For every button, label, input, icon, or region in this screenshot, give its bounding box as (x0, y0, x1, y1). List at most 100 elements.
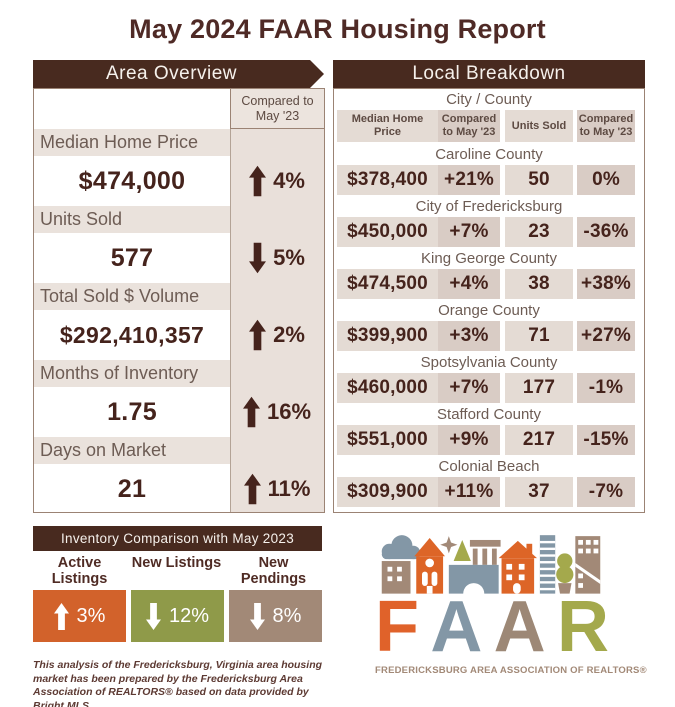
units-change-cell: +27% (577, 321, 635, 351)
county-name: Colonial Beach (438, 458, 540, 475)
metric-label-row: Units Sold (34, 206, 324, 233)
metric-change: 16% (230, 387, 324, 437)
price-change-cell: +11% (438, 477, 500, 507)
price-change-cell: +9% (438, 425, 500, 455)
table-row: $399,900 +3% 71 +27% (334, 321, 644, 351)
table-row: $378,400 +21% 50 0% (334, 165, 644, 195)
inventory-item-label: New Listings (131, 555, 222, 571)
county-name: Caroline County (435, 146, 543, 163)
faar-letter: A (430, 587, 482, 667)
metric-value-row: $474,000 4% (34, 156, 324, 206)
area-overview-panel: Compared to May '23 Median Home Price $4… (33, 88, 325, 513)
city-skyline-illustration (381, 535, 601, 594)
metric-label: Total Sold $ Volume (34, 283, 230, 310)
metric-value: $292,410,357 (59, 321, 205, 348)
inventory-comparison-banner: Inventory Comparison with May 2023 (33, 526, 322, 551)
median-price-cell: $378,400 (337, 165, 438, 195)
price-change-cell: +7% (438, 217, 500, 247)
metric-label: Months of Inventory (34, 360, 230, 387)
metric-change-percent: 4% (273, 168, 305, 193)
county-name: King George County (421, 250, 557, 267)
church-icon (414, 538, 445, 594)
trend-arrow-icon (249, 316, 267, 354)
bridge-icon (448, 539, 501, 594)
inventory-boxes-row: 3% 12% 8% (33, 590, 322, 642)
table-row: $309,900 +11% 37 -7% (334, 477, 644, 507)
units-change-cell: -15% (577, 425, 635, 455)
building-icon (575, 536, 601, 594)
units-sold-cell: 71 (505, 321, 573, 351)
area-overview-section: Area Overview Compared to May '23 Median… (33, 60, 325, 513)
metric-value-row: 21 11% (34, 464, 324, 514)
metric-label: Median Home Price (34, 129, 230, 156)
column-header: Compared to May '23 (438, 110, 500, 142)
units-sold-cell: 23 (505, 217, 573, 247)
local-breakdown-panel: City / County Median Home Price Compared… (333, 88, 645, 513)
metric-change-percent: 16% (266, 399, 312, 424)
cloud-icon (381, 535, 421, 560)
metric-label-row: Days on Market (34, 437, 324, 464)
house-icon (498, 540, 537, 594)
median-price-cell: $399,900 (337, 321, 438, 351)
table-row: $474,500 +4% 38 +38% (334, 269, 644, 299)
metric-label-row: Months of Inventory (34, 360, 324, 387)
faar-letter: F (375, 587, 419, 667)
faar-tagline: FREDERICKSBURG AREA ASSOCIATION OF REALT… (375, 665, 647, 677)
units-sold-cell: 177 (505, 373, 573, 403)
units-sold-cell: 50 (505, 165, 573, 195)
price-change-cell: +3% (438, 321, 500, 351)
inventory-item-label: Active Listings (51, 555, 108, 587)
metric-label-row: Median Home Price (34, 129, 324, 156)
metric-value: $474,000 (78, 166, 186, 195)
table-row: $551,000 +9% 217 -15% (334, 425, 644, 455)
units-sold-cell: 38 (505, 269, 573, 299)
faar-wordmark: F A A R (375, 587, 609, 667)
units-change-cell: +38% (577, 269, 635, 299)
county-name: Stafford County (437, 406, 541, 423)
compare-column-background (230, 89, 324, 512)
new-pendings-box: 8% (229, 590, 322, 642)
county-name: City of Fredericksburg (415, 198, 563, 215)
table-header-row: Median Home Price Compared to May '23 Un… (334, 110, 644, 142)
metric-value: 1.75 (107, 397, 157, 426)
metric-label: Days on Market (34, 437, 230, 464)
metric-change: 5% (230, 233, 324, 283)
trend-arrow-icon (145, 600, 161, 633)
disclaimer-text: This analysis of the Fredericksburg, Vir… (33, 659, 323, 707)
metric-value-row: $292,410,357 2% (34, 310, 324, 360)
median-price-cell: $460,000 (337, 373, 438, 403)
metric-change: 4% (230, 156, 324, 206)
median-price-cell: $551,000 (337, 425, 438, 455)
inventory-labels-row: Active Listings New Listings New Pending… (33, 555, 322, 587)
trend-arrow-icon (249, 600, 265, 633)
tree-icon (453, 539, 471, 562)
compare-header-label: Compared to May '23 (230, 89, 324, 129)
units-change-cell: 0% (577, 165, 635, 195)
trend-arrow-icon (249, 239, 267, 277)
trend-arrow-icon (243, 470, 261, 508)
metric-value: 21 (117, 474, 147, 503)
price-change-cell: +4% (438, 269, 500, 299)
column-header: Median Home Price (337, 110, 438, 142)
units-change-cell: -7% (577, 477, 635, 507)
trend-arrow-icon (242, 393, 260, 431)
new-listings-box: 12% (131, 590, 224, 642)
inventory-change-percent: 8% (272, 604, 302, 627)
metric-change-percent: 5% (273, 245, 305, 270)
column-header: Units Sold (505, 110, 573, 142)
faar-letter: R (556, 587, 609, 667)
inventory-change-percent: 12% (168, 604, 210, 627)
price-change-cell: +7% (438, 373, 500, 403)
column-header: Compared to May '23 (577, 110, 635, 142)
median-price-cell: $450,000 (337, 217, 438, 247)
metric-label: Units Sold (34, 206, 230, 233)
inventory-item-label: New Pendings (240, 555, 307, 587)
units-change-cell: -36% (577, 217, 635, 247)
metric-label-row: Total Sold $ Volume (34, 283, 324, 310)
metric-change: 2% (230, 310, 324, 360)
topiary-tree-icon (556, 553, 574, 594)
table-row: $460,000 +7% 177 -1% (334, 373, 644, 403)
compare-header-row: Compared to May '23 (34, 89, 324, 129)
local-breakdown-banner: Local Breakdown (333, 60, 645, 88)
